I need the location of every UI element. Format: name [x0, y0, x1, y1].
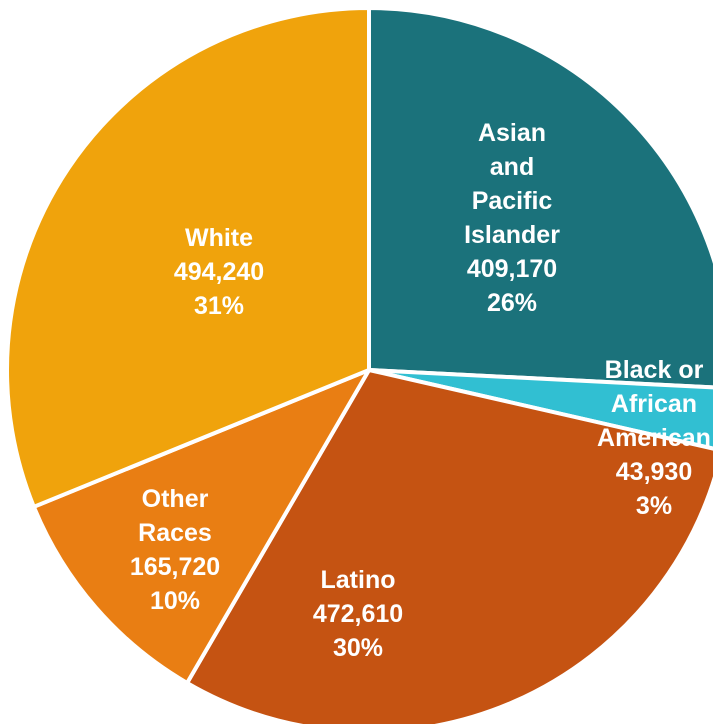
slice-label-2: Latino 472,610 30% — [313, 566, 403, 662]
slice-label-0: Asian and Pacific Islander 409,170 26% — [464, 119, 560, 317]
slice-label-4: White 494,240 31% — [174, 224, 264, 320]
pie-slice-4 — [5, 6, 371, 509]
pie-slice-0 — [367, 6, 713, 390]
pie-slices — [5, 6, 713, 724]
slice-label-1: Black or African American 43,930 3% — [597, 356, 711, 520]
pie-slice-3 — [31, 368, 371, 685]
slice-label-3: Other Races 165,720 10% — [130, 485, 220, 615]
pie-labels: Asian and Pacific Islander 409,170 26% Black o… — [130, 119, 711, 662]
